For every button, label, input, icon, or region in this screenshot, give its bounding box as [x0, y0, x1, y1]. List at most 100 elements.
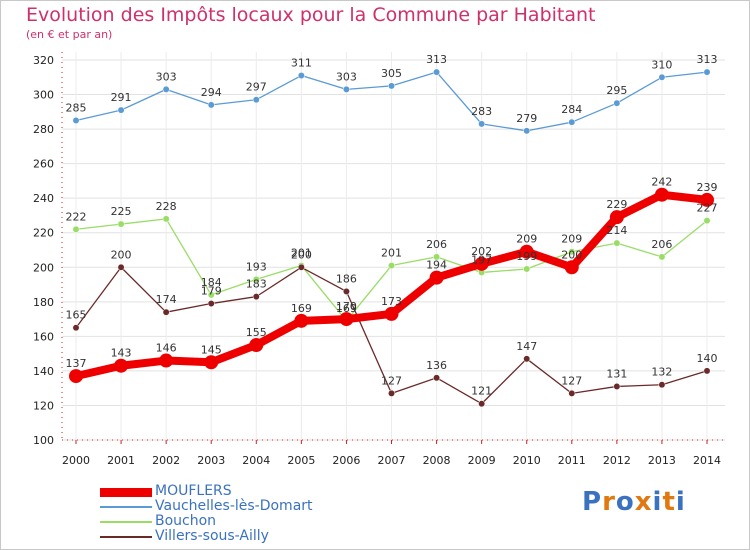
data-label: 209	[516, 233, 537, 246]
data-point	[207, 291, 215, 299]
legend-swatch	[100, 536, 152, 538]
data-label: 143	[111, 347, 132, 360]
legend-label: Bouchon	[155, 513, 217, 529]
chart-subtitle: (en € et par an)	[26, 28, 113, 41]
data-point	[342, 288, 350, 295]
y-tick-label: 180	[33, 296, 54, 309]
data-label: 311	[291, 57, 312, 70]
data-label: 291	[111, 91, 132, 104]
data-label: 294	[201, 86, 222, 99]
data-label: 284	[561, 103, 582, 116]
x-tick-label: 2010	[513, 454, 541, 467]
data-label: 227	[697, 202, 718, 215]
x-tick-label: 2013	[648, 454, 676, 467]
data-label: 242	[651, 176, 672, 189]
y-tick-label: 220	[33, 227, 54, 240]
data-label: 145	[201, 343, 222, 356]
data-label: 201	[291, 247, 312, 260]
y-tick-label: 240	[33, 192, 54, 205]
data-point	[252, 275, 260, 283]
data-point	[703, 68, 711, 76]
data-label: 303	[336, 70, 357, 83]
data-label: 140	[697, 352, 718, 365]
data-point	[162, 308, 170, 316]
legend-item: MOUFLERS	[100, 483, 400, 500]
data-label: 313	[426, 53, 447, 66]
legend-item: Bouchon	[100, 513, 400, 530]
legend-swatch	[100, 521, 152, 523]
data-label: 239	[697, 181, 718, 194]
data-point	[117, 220, 125, 228]
data-label: 214	[606, 224, 627, 237]
data-label: 200	[291, 248, 312, 261]
x-tick-label: 2003	[197, 454, 225, 467]
data-point	[703, 367, 711, 375]
data-label: 279	[516, 112, 537, 125]
data-label: 121	[471, 385, 492, 398]
data-point	[568, 248, 576, 256]
data-point	[700, 192, 714, 207]
y-tick-label: 120	[33, 399, 54, 412]
data-label: 183	[246, 278, 267, 291]
data-label: 202	[471, 245, 492, 258]
data-point	[429, 270, 444, 285]
data-label: 132	[651, 366, 672, 379]
data-label: 184	[201, 276, 222, 289]
data-label: 169	[291, 302, 312, 315]
x-tick-label: 2006	[332, 454, 360, 467]
data-point	[433, 374, 441, 382]
legend-label: MOUFLERS	[155, 483, 232, 499]
data-label: 303	[156, 70, 177, 83]
data-point	[568, 118, 576, 126]
data-point	[114, 358, 129, 373]
proxiti-logo: Proxiti	[582, 487, 686, 517]
x-tick-label: 2001	[107, 454, 135, 467]
x-tick-label: 2004	[242, 454, 270, 467]
y-tick-label: 160	[33, 330, 54, 343]
data-point	[613, 99, 621, 107]
data-point	[294, 313, 309, 328]
chart-title: Evolution des Impôts locaux pour la Comm…	[26, 4, 596, 26]
data-point	[69, 369, 83, 384]
data-point	[252, 293, 260, 301]
data-point	[564, 260, 579, 275]
data-point	[339, 312, 354, 327]
data-label: 209	[561, 233, 582, 246]
data-label: 225	[111, 205, 132, 218]
data-point	[388, 389, 395, 397]
data-label: 169	[336, 302, 357, 315]
data-point	[117, 263, 125, 271]
series-group	[69, 68, 714, 408]
y-tick-label: 300	[33, 89, 54, 102]
legend-item: Villers-sous-Ailly	[100, 528, 400, 545]
data-point	[658, 253, 666, 261]
data-point	[204, 355, 219, 370]
y-tick-label: 260	[33, 158, 54, 171]
data-label: 194	[426, 259, 447, 272]
data-point	[162, 215, 170, 223]
x-tick-label: 2011	[558, 454, 586, 467]
data-label: 155	[246, 326, 267, 339]
data-point	[523, 127, 531, 135]
data-label: 147	[516, 340, 537, 353]
data-label: 193	[246, 260, 267, 273]
x-tick-label: 2012	[603, 454, 631, 467]
x-tick-label: 2000	[62, 454, 90, 467]
data-label: 200	[561, 248, 582, 261]
data-point	[433, 253, 441, 261]
data-label: 173	[381, 295, 402, 308]
data-label: 127	[381, 374, 402, 387]
data-point	[72, 117, 80, 124]
data-point	[658, 73, 666, 81]
data-point	[474, 256, 489, 271]
data-label: 201	[381, 247, 402, 260]
grid	[62, 52, 725, 441]
data-label: 165	[66, 309, 87, 322]
data-point	[658, 381, 666, 389]
x-tick-label: 2008	[423, 454, 451, 467]
line-chart: 100 120 140 160 180 200 220 240 260 280 300 320 2000…	[33, 52, 725, 467]
data-label: 206	[651, 238, 672, 251]
data-label: 146	[156, 342, 177, 355]
data-point	[249, 338, 264, 352]
